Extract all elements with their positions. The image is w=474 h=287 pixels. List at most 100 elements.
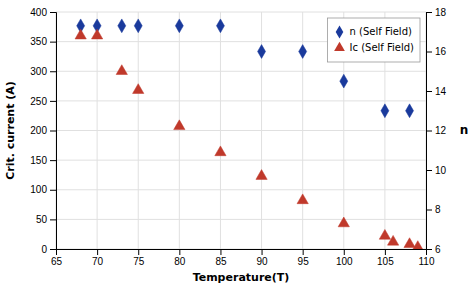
tick: 6 <box>426 244 441 255</box>
tick: 10 <box>426 165 447 176</box>
tick-label: 350 <box>30 36 47 47</box>
tick-mark <box>426 131 432 132</box>
tick: 65 <box>51 249 63 267</box>
tick: 12 <box>426 125 447 136</box>
tick: 50 <box>36 214 56 225</box>
tick-mark <box>50 219 56 220</box>
tick-label: 0 <box>41 244 47 255</box>
point <box>75 29 86 39</box>
point <box>412 241 423 249</box>
tick-mark <box>303 249 304 255</box>
tick-mark <box>50 42 56 43</box>
grid <box>56 12 426 249</box>
tick-mark <box>50 160 56 161</box>
point <box>379 229 390 239</box>
tick-label: 200 <box>30 125 47 136</box>
tick-label: 400 <box>30 7 47 18</box>
grid-line <box>56 189 426 190</box>
point <box>404 238 415 248</box>
tick-mark <box>50 249 56 250</box>
tick: 85 <box>215 249 227 267</box>
tick: 70 <box>92 249 104 267</box>
tick-label: 250 <box>30 96 47 107</box>
tick-mark <box>426 91 432 92</box>
tick-mark <box>426 210 432 211</box>
tick-label: 16 <box>435 46 447 57</box>
tick-label: 90 <box>256 256 268 267</box>
grid-line <box>56 100 426 101</box>
point <box>175 19 183 33</box>
point <box>338 217 349 227</box>
point <box>116 65 127 75</box>
point <box>381 104 389 118</box>
tick: 18 <box>426 7 447 18</box>
point <box>299 45 307 59</box>
point <box>256 170 267 180</box>
point <box>406 104 414 118</box>
tick: 300 <box>30 66 56 77</box>
chart: 65 70 75 80 85 90 95 100 105 110 0 50 100 150 200 250 30… <box>0 0 474 287</box>
point <box>133 84 144 94</box>
x-axis: 65 70 75 80 85 90 95 100 105 110 <box>51 249 435 267</box>
tick-mark <box>138 249 139 255</box>
tick-label: 300 <box>30 66 47 77</box>
legend-item: Ic (Self Field) <box>334 42 414 53</box>
tick-mark <box>426 249 432 250</box>
point <box>258 45 266 59</box>
tick: 150 <box>30 155 56 166</box>
legend-label: n (Self Field) <box>350 26 412 37</box>
tick: 80 <box>174 249 186 267</box>
point <box>91 29 102 39</box>
grid-line <box>56 130 426 131</box>
tick-label: 50 <box>36 214 48 225</box>
tick-label: 70 <box>92 256 104 267</box>
tick-label: 110 <box>419 256 435 267</box>
axis-line <box>57 250 427 256</box>
point <box>134 19 142 33</box>
tick: 95 <box>298 249 310 267</box>
tick: 100 <box>336 249 353 267</box>
tick-mark <box>426 170 432 171</box>
tick-label: 105 <box>377 256 394 267</box>
point <box>174 120 185 130</box>
legend-marker <box>336 25 344 38</box>
axis-line <box>50 13 57 250</box>
y2-axis: 681012141618 <box>426 7 447 255</box>
tick-mark <box>50 71 56 72</box>
tick-label: 6 <box>435 244 441 255</box>
tick: 0 <box>41 244 56 255</box>
tick: 110 <box>419 249 435 267</box>
tick-label: 100 <box>336 256 353 267</box>
tick: 400 <box>30 7 56 18</box>
y2-axis-title: n <box>460 123 469 137</box>
tick-label: 150 <box>30 155 47 166</box>
x-axis-title: Temperature(T) <box>193 271 290 284</box>
tick-mark <box>97 249 98 255</box>
tick: 250 <box>30 96 56 107</box>
tick-label: 85 <box>215 256 227 267</box>
y-axis: 0 50 100 150 200 250 300 350 400 <box>30 7 56 255</box>
point <box>215 146 226 156</box>
tick: 350 <box>30 36 56 47</box>
tick: 90 <box>256 249 268 267</box>
tick-label: 75 <box>133 256 145 267</box>
tick-mark <box>385 249 386 255</box>
tick-label: 10 <box>435 165 447 176</box>
tick-label: 14 <box>435 86 447 97</box>
tick: 75 <box>133 249 145 267</box>
tick-mark <box>220 249 221 255</box>
tick-mark <box>262 249 263 255</box>
point <box>216 19 224 33</box>
y-axis-title: Crit. current (A) <box>4 81 17 180</box>
tick: 105 <box>377 249 394 267</box>
tick-label: 100 <box>30 184 47 195</box>
legend-label: Ic (Self Field) <box>350 42 415 53</box>
series <box>77 19 414 118</box>
tick-mark <box>426 52 432 53</box>
marks <box>75 19 423 249</box>
tick-label: 80 <box>174 256 186 267</box>
tick-mark <box>50 101 56 102</box>
tick: 200 <box>30 125 56 136</box>
tick-mark <box>344 249 345 255</box>
axis-line <box>427 13 433 250</box>
